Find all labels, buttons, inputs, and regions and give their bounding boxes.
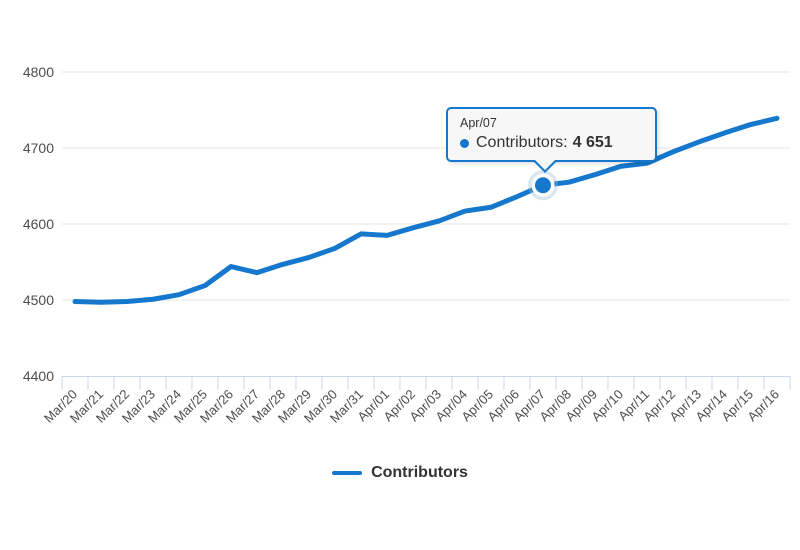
- tooltip-series-row: Contributors: 4 651: [460, 134, 643, 152]
- legend-line-swatch-icon: [332, 471, 363, 475]
- tooltip-value: 4 651: [572, 134, 613, 152]
- legend-item-contributors[interactable]: Contributors: [332, 464, 468, 482]
- series-line[interactable]: [72, 115, 780, 305]
- series-bullet-icon: [460, 138, 469, 148]
- legend-label: Contributors: [371, 464, 468, 481]
- y-axis-label: 4700: [23, 140, 54, 156]
- y-axis-label: 4500: [23, 292, 54, 308]
- y-axis-label: 4800: [23, 64, 54, 80]
- tooltip-series-label: Contributors:: [476, 134, 568, 152]
- y-axis-label: 4600: [23, 216, 54, 232]
- legend: Contributors: [0, 464, 800, 482]
- y-axis-label: 4400: [23, 368, 54, 384]
- tooltip-date: Apr/07: [460, 116, 497, 131]
- tooltip: Apr/07 Contributors: 4 651: [446, 107, 657, 174]
- selected-point-marker[interactable]: [535, 177, 551, 194]
